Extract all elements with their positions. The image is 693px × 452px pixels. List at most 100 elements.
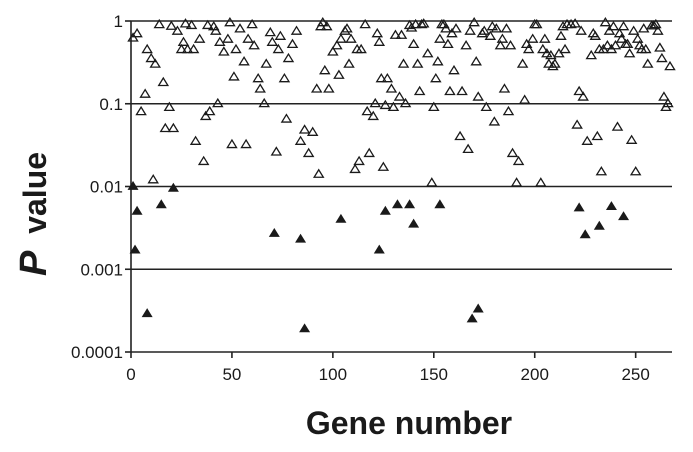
data-point-open-triangle [345, 33, 357, 43]
data-point-filled-triangle [268, 227, 280, 237]
data-point-open-triangle [510, 177, 523, 187]
data-point-open-triangle [199, 110, 212, 121]
data-point-open-triangle [496, 33, 509, 43]
data-point-open-triangle [228, 71, 240, 81]
data-point-open-triangle [165, 20, 178, 30]
data-point-open-triangle [522, 43, 535, 54]
data-point-open-triangle [621, 38, 634, 49]
data-point-open-triangle [282, 52, 295, 63]
data-point-open-triangle [480, 101, 493, 112]
data-point-open-triangle [274, 30, 287, 40]
data-point-open-triangle [569, 18, 581, 28]
y-axis-title-italic: P [13, 250, 55, 276]
y-axis-title: P value [13, 152, 55, 276]
data-point-filled-triangle [373, 244, 385, 254]
data-point-open-triangle [361, 105, 373, 116]
x-tick-label: 250 [621, 365, 649, 384]
data-point-open-triangle [349, 163, 361, 174]
data-point-open-triangle [193, 33, 206, 43]
data-point-filled-triangle [295, 233, 307, 243]
data-point-open-triangle [539, 33, 551, 43]
data-point-open-triangle [472, 91, 484, 101]
data-point-open-triangle [498, 83, 511, 93]
data-point-filled-triangle [605, 201, 617, 211]
data-point-open-triangle [317, 16, 329, 27]
data-point-open-triangle [615, 33, 628, 43]
data-point-open-triangle [652, 25, 664, 35]
data-point-open-triangle [280, 113, 293, 123]
data-point-filled-triangle [408, 218, 420, 228]
data-point-open-triangle [264, 26, 277, 37]
data-point-open-triangle [224, 16, 236, 27]
y-tick-label: 0.1 [99, 95, 123, 114]
data-point-open-triangle [629, 166, 642, 176]
data-point-open-triangle [258, 97, 270, 108]
data-point-open-triangle [571, 119, 583, 129]
data-point-open-triangle [298, 124, 311, 134]
data-point-open-triangle [145, 52, 157, 63]
data-point-open-triangle [589, 30, 602, 40]
y-axis-title-rest: value [17, 152, 53, 234]
data-point-filled-triangle [167, 182, 179, 192]
data-point-open-triangle [631, 33, 644, 43]
data-point-open-triangle [185, 19, 198, 30]
data-point-open-triangle [371, 27, 384, 38]
data-point-filled-triangle [573, 202, 585, 212]
data-point-open-triangle [157, 76, 170, 87]
data-point-open-triangle [494, 40, 507, 50]
data-point-open-triangle [575, 25, 587, 35]
data-point-open-triangle [486, 20, 499, 31]
data-point-open-triangle [375, 72, 388, 83]
data-point-open-triangle [623, 48, 636, 58]
data-point-open-triangle [397, 58, 410, 68]
data-point-open-triangle [639, 43, 652, 54]
data-point-open-triangle [230, 43, 242, 54]
data-point-filled-triangle [434, 199, 446, 209]
data-point-open-triangle [222, 33, 234, 43]
data-point-open-triangle [627, 25, 640, 35]
data-point-open-triangle [599, 16, 612, 27]
data-point-open-triangle [450, 23, 462, 33]
data-point-open-triangle [286, 38, 299, 49]
data-point-open-triangle [306, 126, 319, 136]
data-point-open-triangle [490, 23, 503, 33]
data-point-open-triangle [181, 43, 194, 54]
data-point-open-triangle [131, 27, 143, 38]
data-point-open-triangle [654, 42, 666, 52]
data-point-open-triangle [377, 161, 390, 171]
data-point-open-triangle [389, 29, 402, 39]
data-point-open-triangle [203, 105, 216, 116]
data-point-filled-triangle [129, 244, 141, 254]
data-point-open-triangle [369, 97, 382, 108]
x-axis-title: Gene number [306, 405, 512, 441]
data-point-open-triangle [442, 38, 454, 49]
axes [125, 20, 672, 358]
data-point-open-triangle [555, 30, 567, 40]
data-point-open-triangle [321, 20, 333, 31]
data-point-open-triangle [448, 64, 460, 75]
data-point-open-triangle [537, 43, 549, 54]
data-point-open-triangle [601, 40, 614, 50]
data-point-open-triangle [642, 58, 654, 68]
data-point-open-triangle [163, 101, 176, 112]
data-point-open-triangle [189, 135, 202, 145]
data-point-open-triangle [413, 85, 426, 96]
data-point-open-triangle [141, 43, 153, 54]
data-point-open-triangle [327, 46, 339, 56]
data-point-open-triangle [234, 23, 246, 33]
data-point-open-triangle [462, 143, 474, 153]
data-point-open-triangle [167, 122, 180, 133]
data-point-open-triangle [421, 48, 434, 58]
data-point-open-triangle [226, 138, 238, 149]
data-point-open-triangle [260, 58, 273, 68]
data-point-open-triangle [135, 105, 147, 116]
data-point-open-triangle [147, 174, 159, 184]
data-point-open-triangle [171, 25, 184, 35]
data-point-filled-triangle [404, 199, 416, 209]
data-point-open-triangle [197, 155, 210, 166]
data-point-open-triangle [516, 58, 529, 68]
data-point-open-triangle [530, 18, 543, 29]
data-point-open-triangle [417, 18, 430, 28]
